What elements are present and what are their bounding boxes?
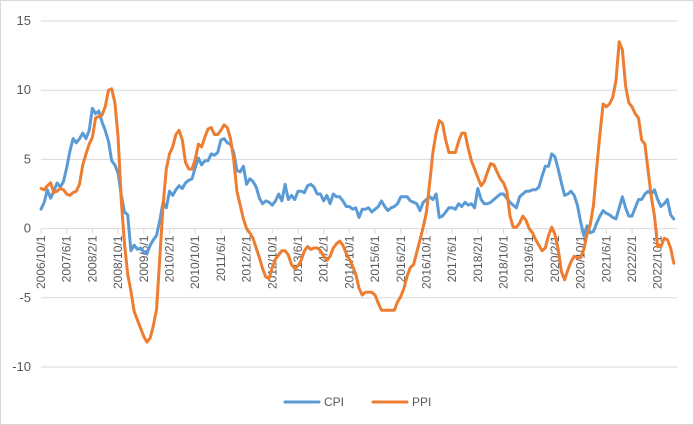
y-axis-ticks: -10 -5 0 5 10 15 (12, 13, 31, 374)
x-tick-label: 2016/2/1 (394, 235, 408, 282)
legend-label-ppi: PPI (412, 395, 431, 409)
y-tick-label: 5 (24, 151, 31, 166)
y-tick-label: -10 (12, 359, 31, 374)
series-line-cpi (39, 106, 676, 255)
gridlines (41, 20, 677, 368)
x-tick-label: 2011/6/1 (214, 235, 228, 281)
x-axis: 2006/10/1 2007/6/1 2008/2/1 2008/10/1 2009/6… (34, 228, 677, 289)
x-tick-label: 2018/10/1 (497, 235, 511, 289)
x-tick-label: 2016/10/1 (419, 235, 433, 289)
x-tick-label: 2012/10/1 (265, 235, 279, 289)
x-tick-label: 2018/2/1 (471, 235, 485, 282)
legend-label-cpi: CPI (324, 395, 344, 409)
x-tick-label: 2014/2/1 (317, 235, 331, 282)
legend: CPI PPI (283, 395, 431, 409)
y-tick-label: 15 (17, 13, 31, 28)
x-tick-label: 2010/2/1 (162, 235, 176, 282)
x-tick-label: 2010/10/1 (188, 235, 202, 289)
x-tick-label: 2009/6/1 (137, 235, 151, 282)
x-tick-label: 2022/2/1 (625, 235, 639, 282)
y-tick-label: 10 (17, 82, 31, 97)
x-tick-label: 2019/6/1 (522, 235, 536, 282)
x-tick-label: 2008/2/1 (85, 235, 99, 282)
series-line-ppi (39, 40, 676, 344)
series-lines (39, 40, 676, 344)
x-tick-label: 2015/6/1 (368, 235, 382, 282)
x-tick-label: 2013/6/1 (291, 235, 305, 282)
y-tick-label: -5 (19, 290, 31, 305)
x-tick-label: 2006/10/1 (34, 235, 48, 289)
y-tick-label: 0 (24, 221, 31, 236)
x-tick-label: 2012/2/1 (240, 235, 254, 282)
x-tick-label: 2007/6/1 (60, 235, 74, 282)
x-tick-label: 2008/10/1 (111, 235, 125, 289)
x-tick-label: 2022/10/1 (651, 235, 665, 289)
x-tick-label: 2017/6/1 (445, 235, 459, 282)
x-tick-label: 2021/6/1 (599, 235, 613, 282)
